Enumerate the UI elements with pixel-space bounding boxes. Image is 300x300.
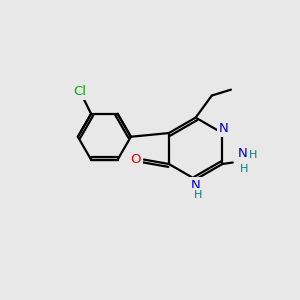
- Text: N: N: [191, 179, 200, 192]
- Text: H: H: [194, 190, 202, 200]
- Text: N: N: [219, 122, 229, 135]
- Text: H: H: [240, 164, 249, 174]
- Text: Cl: Cl: [73, 85, 86, 98]
- Text: H: H: [249, 150, 257, 160]
- Text: N: N: [238, 147, 248, 160]
- Text: O: O: [130, 153, 141, 166]
